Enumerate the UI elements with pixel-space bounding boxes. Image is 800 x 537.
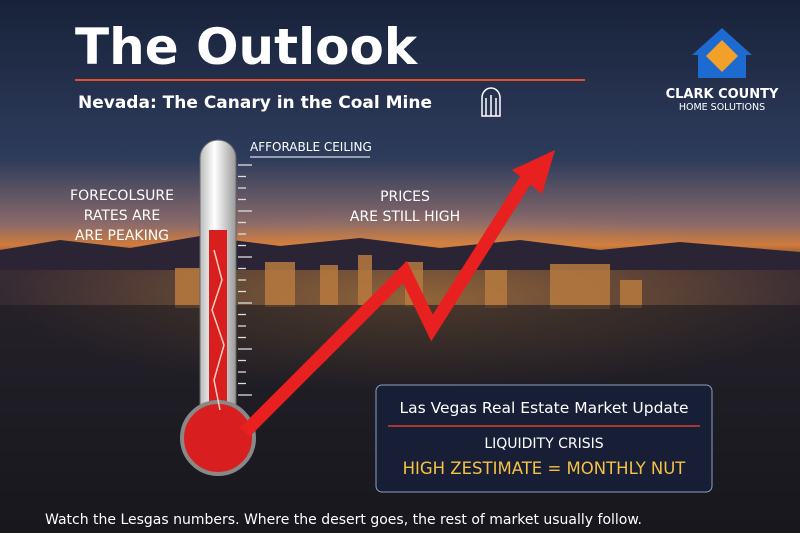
arrow-line	[240, 166, 538, 437]
thermometer	[180, 139, 256, 476]
cage	[481, 87, 501, 117]
building	[620, 280, 642, 308]
building	[550, 264, 610, 309]
skyline	[175, 255, 642, 309]
info-line2: HIGH ZESTIMATE = MONTHLY NUT	[403, 459, 687, 478]
thermometer-ticks	[238, 164, 252, 396]
info-box: Las Vegas Real Estate Market Update LIQU…	[375, 384, 713, 493]
crack	[211, 249, 225, 411]
building	[265, 262, 295, 307]
prices-line: PRICES	[380, 189, 430, 205]
ceiling-label: AFFORABLE CEILING	[250, 140, 372, 154]
foreclosure-line: RATES ARE	[84, 208, 161, 224]
building	[358, 255, 372, 305]
thermometer-bulb	[180, 400, 256, 476]
logo: CLARK COUNTY HOME SOLUTIONS	[666, 28, 779, 113]
birdcage-icon	[481, 87, 501, 117]
arrow-head	[512, 150, 555, 194]
logo-tagline: HOME SOLUTIONS	[679, 102, 765, 113]
logo-name: CLARK COUNTY	[666, 87, 779, 102]
foreclosure-label: FORECOLSURE RATES ARE ARE PEAKING	[70, 188, 174, 244]
prices-label: PRICES ARE STILL HIGH	[350, 189, 460, 225]
building	[485, 270, 507, 308]
info-line1: LIQUIDITY CRISIS	[484, 436, 603, 452]
building	[320, 265, 338, 305]
rising-arrow	[240, 150, 555, 437]
footer: Watch the Lesgas numbers. Where the dese…	[45, 512, 642, 528]
info-box-frame	[375, 384, 713, 493]
prices-line: ARE STILL HIGH	[350, 209, 460, 225]
info-title: Las Vegas Real Estate Market Update	[399, 399, 688, 417]
subtitle: Nevada: The Canary in the Coal Mine	[78, 93, 432, 113]
building	[175, 268, 200, 308]
logo-mark	[706, 40, 738, 72]
title: The Outlook	[75, 18, 419, 76]
foreclosure-line: ARE PEAKING	[75, 228, 169, 244]
foreclosure-line: FORECOLSURE	[70, 188, 174, 204]
